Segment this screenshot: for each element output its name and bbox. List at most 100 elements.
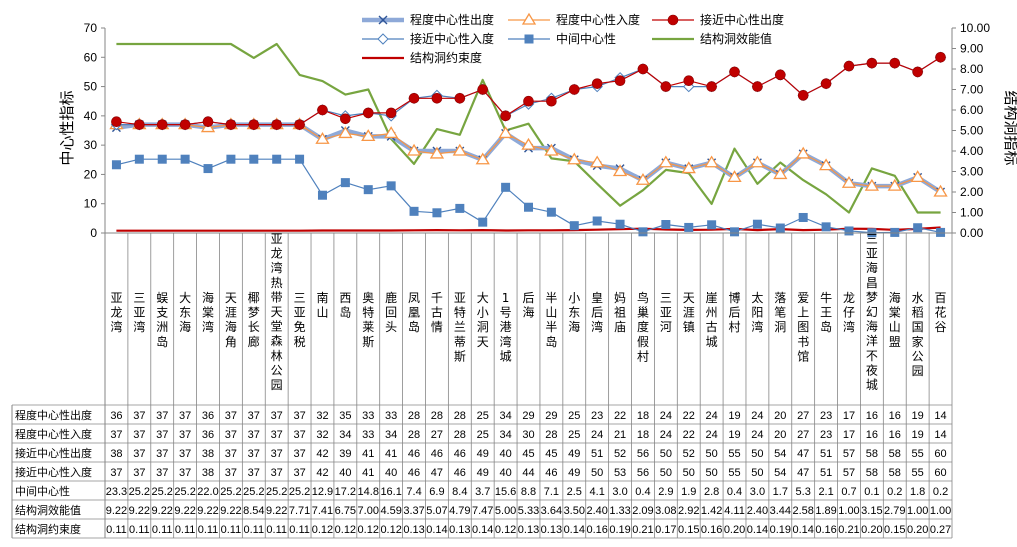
table-cell: 24 bbox=[706, 429, 718, 441]
table-cell: 47 bbox=[797, 467, 809, 479]
table-cell: 4.11 bbox=[724, 505, 745, 517]
table-cell: 2.09 bbox=[632, 505, 653, 517]
table-row-label: 接近中心性出度 bbox=[15, 446, 92, 460]
table-cell: 22.0 bbox=[197, 486, 218, 498]
table-cell: 50 bbox=[660, 467, 672, 479]
table-cell: 0.11 bbox=[198, 524, 219, 536]
series-point bbox=[796, 146, 811, 159]
table-cell: 3.44 bbox=[770, 505, 791, 517]
svg-text:图: 图 bbox=[797, 320, 809, 334]
table-cell: 40 bbox=[499, 448, 511, 460]
table-cell: 7.00 bbox=[358, 505, 379, 517]
series-point bbox=[568, 84, 580, 95]
table-cell: 49 bbox=[568, 448, 580, 460]
series-point bbox=[681, 161, 696, 174]
table-cell: 3.0 bbox=[612, 486, 627, 498]
table-cell: 58 bbox=[889, 448, 901, 460]
series-point bbox=[821, 222, 831, 232]
table-cell: 0.11 bbox=[175, 524, 196, 536]
x-category-label: 海棠湾 bbox=[202, 290, 214, 334]
table-cell: 0.13 bbox=[518, 524, 539, 536]
table-cell: 46 bbox=[545, 467, 557, 479]
svg-text:山: 山 bbox=[316, 306, 328, 320]
table-cell: 19 bbox=[912, 429, 924, 441]
table-cell: 37 bbox=[271, 467, 283, 479]
series-point bbox=[797, 90, 809, 101]
table-cell: 3.37 bbox=[403, 505, 424, 517]
svg-text:特: 特 bbox=[454, 305, 466, 320]
svg-text:博: 博 bbox=[729, 290, 741, 305]
svg-text:洲: 洲 bbox=[156, 320, 168, 334]
series-6 bbox=[116, 226, 941, 232]
series-point bbox=[111, 160, 121, 170]
series-point bbox=[475, 152, 490, 165]
series-point bbox=[385, 107, 397, 119]
series-point bbox=[202, 116, 214, 128]
legend-item: 结构洞效能值 bbox=[652, 31, 772, 46]
table-cell: 28 bbox=[408, 410, 420, 422]
svg-text:蒂: 蒂 bbox=[454, 335, 466, 349]
svg-text:小: 小 bbox=[568, 291, 580, 305]
table-cell: 49 bbox=[477, 448, 489, 460]
svg-text:古: 古 bbox=[706, 319, 718, 334]
table-cell: 42 bbox=[316, 448, 328, 460]
table-cell: 46 bbox=[431, 448, 443, 460]
table-cell: 9.22 bbox=[152, 505, 173, 517]
x-category-label: 南山 bbox=[316, 290, 328, 320]
series-point bbox=[225, 119, 237, 130]
series-point bbox=[477, 84, 489, 95]
table-cell: 57 bbox=[843, 448, 855, 460]
svg-text:涯: 涯 bbox=[225, 306, 237, 320]
svg-text:落: 落 bbox=[774, 291, 786, 305]
svg-text:蜈: 蜈 bbox=[156, 291, 168, 305]
series-point bbox=[592, 216, 602, 226]
series-point bbox=[912, 66, 923, 78]
series-point bbox=[452, 143, 467, 156]
table-cell: 2.9 bbox=[658, 486, 673, 498]
table-cell: 24 bbox=[751, 410, 763, 422]
svg-text:南: 南 bbox=[316, 290, 328, 305]
series-point bbox=[338, 126, 353, 139]
series-point bbox=[730, 227, 740, 237]
table-cell: 1.9 bbox=[681, 486, 696, 498]
series-point bbox=[501, 182, 511, 192]
svg-text:椰: 椰 bbox=[248, 290, 260, 305]
table-cell: 16 bbox=[866, 429, 878, 441]
table-cell: 49 bbox=[477, 467, 489, 479]
svg-text:太: 太 bbox=[751, 290, 763, 305]
table-cell: 1.00 bbox=[838, 505, 859, 517]
table-cell: 0.27 bbox=[930, 524, 951, 536]
svg-text:谷: 谷 bbox=[935, 320, 947, 334]
table-cell: 22 bbox=[614, 410, 626, 422]
table-cell: 34 bbox=[339, 429, 351, 441]
table-cell: 2.40 bbox=[747, 505, 768, 517]
y-right-tick-label: 4.00 bbox=[960, 144, 984, 158]
table-cell: 53 bbox=[614, 467, 626, 479]
table-cell: 0.20 bbox=[861, 524, 882, 536]
table-cell: 36 bbox=[202, 410, 214, 422]
table-cell: 0.14 bbox=[426, 524, 447, 536]
table-cell: 0.12 bbox=[335, 524, 356, 536]
series-point bbox=[567, 152, 582, 165]
table-cell: 37 bbox=[271, 448, 283, 460]
series-line bbox=[116, 158, 941, 234]
svg-text:古: 古 bbox=[431, 305, 443, 320]
table-cell: 47 bbox=[797, 448, 809, 460]
svg-text:园: 园 bbox=[912, 364, 924, 378]
table-cell: 22 bbox=[683, 410, 695, 422]
svg-text:天: 天 bbox=[271, 305, 283, 319]
series-point bbox=[889, 57, 901, 69]
table-cell: 0.14 bbox=[564, 524, 585, 536]
y-right-tick-label: 7.00 bbox=[960, 83, 984, 97]
series-1 bbox=[109, 117, 948, 197]
svg-text:接近中心性入度: 接近中心性入度 bbox=[410, 31, 494, 46]
series-point bbox=[864, 178, 880, 191]
table-cell: 37 bbox=[248, 410, 260, 422]
table-cell: 37 bbox=[225, 429, 237, 441]
svg-text:幻: 幻 bbox=[866, 305, 878, 319]
table-cell: 0.14 bbox=[792, 524, 813, 536]
svg-text:情: 情 bbox=[431, 320, 443, 334]
series-point bbox=[569, 221, 579, 231]
